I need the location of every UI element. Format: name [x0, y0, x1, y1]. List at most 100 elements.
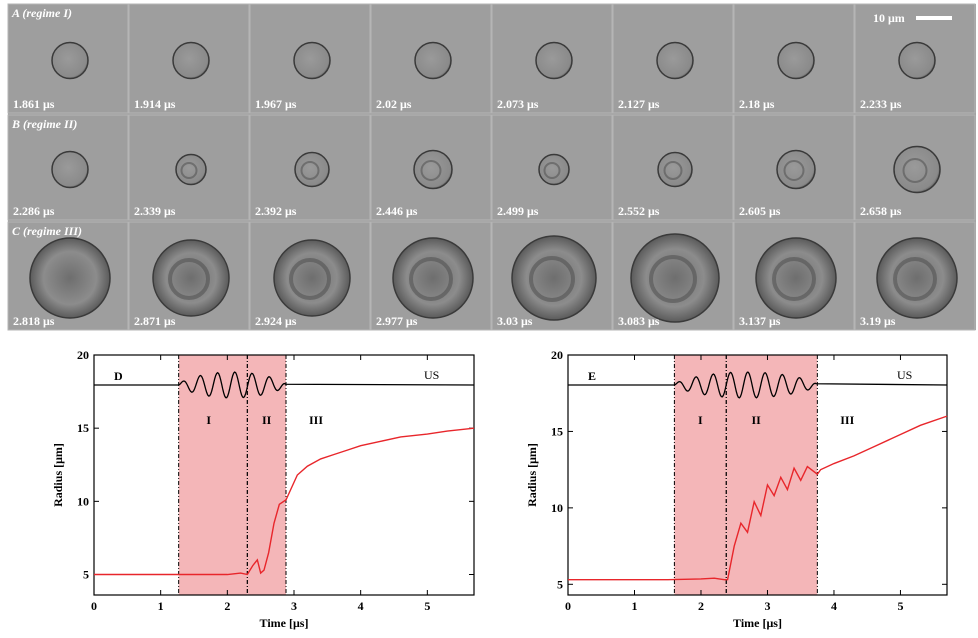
bubble	[630, 233, 720, 323]
regime-region	[674, 355, 727, 595]
y-axis-label: Radius [μm]	[525, 443, 539, 507]
bubble-texture	[663, 161, 683, 180]
x-tick-label: 0	[565, 599, 571, 613]
bubble	[293, 41, 331, 80]
x-tick-label: 3	[764, 599, 770, 613]
bubble	[51, 41, 89, 80]
x-tick-label: 2	[698, 599, 704, 613]
bubble	[893, 145, 941, 194]
x-axis-label: Time [μs]	[260, 616, 309, 630]
x-tick-label: 1	[631, 599, 637, 613]
x-tick-label: 0	[91, 599, 97, 613]
bubble-texture	[893, 257, 937, 301]
y-tick-label: 15	[77, 421, 89, 435]
bubble	[413, 149, 453, 190]
bubble	[175, 153, 207, 186]
bubble-texture	[543, 162, 561, 179]
frame-time: 2.818 μs	[13, 314, 55, 328]
bubble-texture	[649, 255, 697, 303]
bubble-texture	[783, 160, 805, 181]
panel-label: A (regime I)	[11, 6, 72, 20]
bubble-texture	[902, 158, 928, 183]
x-tick-label: 5	[897, 599, 903, 613]
frame-time: 2.233 μs	[860, 97, 902, 111]
frame-time: 2.977 μs	[376, 314, 418, 328]
y-tick-label: 10	[77, 494, 89, 508]
bubble	[414, 41, 452, 80]
bubble	[755, 237, 837, 319]
bubble	[776, 149, 816, 190]
radius-line	[94, 427, 475, 576]
y-tick-label: 5	[83, 568, 89, 582]
us-pulse	[94, 371, 475, 399]
frame-time: 3.137 μs	[739, 314, 781, 328]
regime-label: I	[206, 413, 211, 427]
regime-region	[247, 355, 286, 595]
bubble	[657, 151, 693, 188]
frame-time: 2.552 μs	[618, 204, 660, 218]
bubble	[273, 239, 351, 317]
frame-time: 2.339 μs	[134, 204, 176, 218]
frame-time: 2.073 μs	[497, 97, 539, 111]
bubble	[656, 41, 694, 80]
frame-time: 1.914 μs	[134, 97, 176, 111]
y-tick-label: 10	[551, 501, 563, 515]
scale-bar-label: 10 μm	[873, 11, 905, 25]
x-tick-label: 5	[424, 599, 430, 613]
bubble	[152, 239, 230, 317]
x-axis-label: Time [μs]	[733, 616, 782, 630]
bubble-texture	[180, 162, 198, 179]
bubble	[172, 41, 210, 80]
y-tick-label: 20	[77, 348, 89, 362]
x-tick-label: 4	[358, 599, 364, 613]
frame-time: 2.605 μs	[739, 204, 781, 218]
bubble	[294, 151, 330, 188]
frame-time: 1.967 μs	[255, 97, 297, 111]
regime-label: II	[262, 413, 272, 427]
bubble-texture	[300, 161, 320, 180]
frame-time: 2.18 μs	[739, 97, 775, 111]
frame-time: 2.924 μs	[255, 314, 297, 328]
bubble	[29, 237, 111, 319]
frame-time: 3.19 μs	[860, 314, 896, 328]
frame-time: 3.03 μs	[497, 314, 533, 328]
x-tick-label: 1	[158, 599, 164, 613]
frame-time: 2.02 μs	[376, 97, 412, 111]
frame-time: 2.127 μs	[618, 97, 660, 111]
pulse-label: US	[897, 368, 912, 382]
bubble	[511, 235, 597, 321]
bubble-texture	[289, 258, 331, 300]
frame-time: 2.392 μs	[255, 204, 297, 218]
bubble-texture	[772, 257, 816, 301]
pulse-label: US	[424, 368, 439, 382]
y-tick-label: 20	[551, 348, 563, 362]
regime-label: III	[309, 413, 323, 427]
frame-time: 2.658 μs	[860, 204, 902, 218]
bubble	[876, 237, 958, 319]
panel-label: B (regime II)	[11, 117, 77, 131]
bubble	[392, 237, 474, 319]
bubble-texture	[529, 256, 575, 302]
y-tick-label: 5	[557, 577, 563, 591]
bubble	[51, 150, 89, 189]
panel-label: C (regime III)	[12, 224, 82, 238]
regime-label: I	[698, 413, 703, 427]
bubble	[538, 153, 570, 186]
bubble-texture	[168, 258, 210, 300]
bubble	[898, 41, 936, 80]
regime-region	[178, 355, 248, 595]
plot-frame	[567, 354, 948, 596]
scale-bar	[916, 16, 952, 20]
x-tick-label: 2	[224, 599, 230, 613]
frame-time: 2.499 μs	[497, 204, 539, 218]
bubble-texture	[409, 257, 453, 301]
regime-label: II	[751, 413, 761, 427]
frame-time: 3.083 μs	[618, 314, 660, 328]
bubble-texture	[420, 160, 442, 181]
regime-label: III	[840, 413, 854, 427]
panel-label: D	[114, 369, 123, 383]
y-tick-label: 15	[551, 424, 563, 438]
panel-label: E	[588, 369, 596, 383]
bubble	[535, 41, 573, 80]
